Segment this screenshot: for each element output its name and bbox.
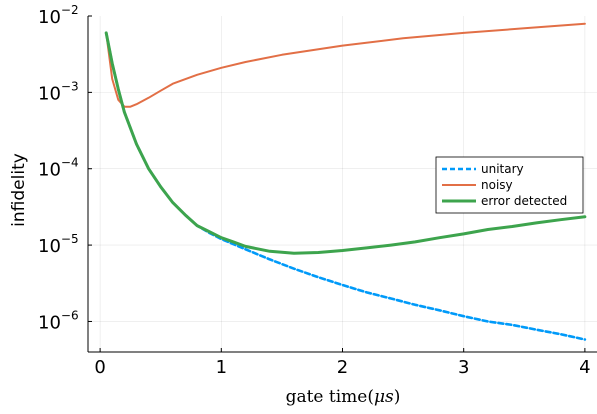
y-axis-label: infidelity	[9, 153, 29, 227]
x-ticks: 0 1 2 3 4	[94, 348, 591, 378]
y-tick-label: 10−2	[38, 3, 79, 28]
legend: unitary noisy error detected	[435, 156, 584, 214]
x-axis-label: gate time(μs)	[286, 387, 401, 407]
y-tick-label: 10−3	[38, 79, 79, 104]
x-tick-label: 0	[94, 357, 105, 378]
y-tick-label: 10−4	[38, 156, 79, 181]
x-tick-label: 4	[579, 357, 590, 378]
y-tick-label: 10−5	[38, 232, 79, 257]
grid	[88, 16, 597, 352]
y-tick-label: 10−6	[38, 308, 79, 333]
series-line-error-detected	[104, 31, 587, 255]
y-ticks: 10−2 10−3 10−4 10−5 10−6	[38, 3, 92, 333]
x-tick-label: 2	[337, 357, 348, 378]
x-tick-label: 3	[458, 357, 469, 378]
legend-label: error detected	[481, 194, 567, 208]
legend-label: noisy	[481, 178, 513, 192]
series-layer	[104, 22, 587, 341]
series-line-noisy	[105, 22, 586, 108]
x-tick-label: 1	[216, 357, 227, 378]
legend-label: unitary	[481, 162, 524, 176]
